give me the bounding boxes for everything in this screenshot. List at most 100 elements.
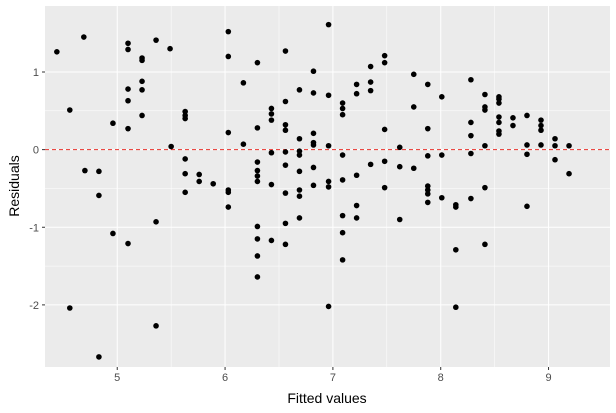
data-point <box>367 161 374 168</box>
data-point <box>182 156 188 162</box>
data-point <box>353 202 360 209</box>
data-point <box>310 130 317 137</box>
data-point <box>410 104 417 110</box>
data-point <box>339 111 346 118</box>
data-point <box>353 81 360 88</box>
data-point <box>339 100 346 106</box>
data-point <box>482 184 488 191</box>
data-point <box>254 178 261 185</box>
data-point <box>282 162 289 168</box>
data-point <box>66 107 73 113</box>
data-point <box>325 92 332 99</box>
data-point <box>510 122 516 129</box>
data-point <box>482 91 488 98</box>
data-point <box>424 199 431 206</box>
data-point <box>468 195 474 202</box>
data-point <box>453 246 459 253</box>
data-point <box>496 114 502 120</box>
x-axis: 5 6 7 8 9 <box>114 367 552 384</box>
data-point <box>296 215 303 221</box>
data-point <box>139 78 145 85</box>
data-point <box>381 158 388 165</box>
data-point <box>96 168 102 175</box>
data-point <box>468 76 474 83</box>
data-point <box>496 131 502 137</box>
data-point <box>196 178 202 185</box>
data-point <box>453 304 459 311</box>
data-point <box>282 149 289 155</box>
data-point <box>524 112 530 119</box>
data-point <box>153 219 159 225</box>
data-point <box>240 80 247 86</box>
data-point <box>125 240 131 247</box>
data-point <box>496 96 502 102</box>
data-point <box>268 149 275 156</box>
data-point <box>310 164 317 171</box>
data-point <box>482 241 488 248</box>
data-point <box>282 121 289 128</box>
data-point <box>254 274 261 280</box>
data-point <box>182 170 188 177</box>
data-point <box>268 181 275 188</box>
data-point <box>282 127 289 134</box>
data-point <box>296 135 303 142</box>
data-point <box>296 152 303 158</box>
data-point <box>552 135 558 142</box>
x-tick-label: 6 <box>222 372 228 384</box>
data-point <box>282 48 289 54</box>
data-point <box>196 171 202 178</box>
data-point <box>182 189 188 196</box>
data-point <box>167 45 173 52</box>
data-point <box>353 172 360 179</box>
data-point <box>339 212 346 219</box>
data-point <box>325 184 332 190</box>
data-point <box>552 156 558 163</box>
data-point <box>66 305 73 311</box>
data-point <box>381 184 388 191</box>
data-point <box>524 151 530 158</box>
data-point <box>538 122 544 129</box>
y-tick-label: 1 <box>33 67 39 79</box>
y-tick-label: -2 <box>29 300 39 312</box>
data-point <box>424 153 431 159</box>
data-point <box>524 142 530 148</box>
data-point <box>482 142 488 149</box>
data-point <box>381 59 388 66</box>
data-point <box>424 191 431 197</box>
data-point <box>325 178 332 185</box>
data-point <box>339 152 346 158</box>
data-point <box>254 167 261 174</box>
data-point <box>424 183 431 189</box>
x-tick-label: 9 <box>545 372 551 384</box>
data-point <box>139 112 145 119</box>
data-point <box>225 204 232 210</box>
data-point <box>125 86 131 92</box>
data-point <box>538 127 544 134</box>
data-point <box>296 87 303 93</box>
y-axis: -2 -1 0 1 <box>29 67 45 312</box>
data-point <box>396 144 403 151</box>
data-point <box>339 257 346 263</box>
data-point <box>310 90 317 96</box>
data-point <box>325 21 332 28</box>
data-points <box>54 21 572 360</box>
data-point <box>254 236 261 242</box>
data-point <box>310 68 317 75</box>
data-point <box>296 168 303 175</box>
data-point <box>54 49 60 55</box>
data-point <box>139 87 145 93</box>
data-point <box>538 142 544 148</box>
data-point <box>153 37 159 43</box>
data-point <box>110 230 116 237</box>
x-tick-label: 5 <box>114 372 120 384</box>
data-point <box>139 57 145 64</box>
y-tick-label: 0 <box>33 145 39 157</box>
data-point <box>125 46 131 53</box>
data-point <box>339 229 346 236</box>
data-point <box>468 150 474 157</box>
data-point <box>225 53 232 60</box>
data-point <box>524 203 530 210</box>
data-point <box>453 204 459 210</box>
data-point <box>268 237 275 244</box>
data-point <box>125 125 131 132</box>
